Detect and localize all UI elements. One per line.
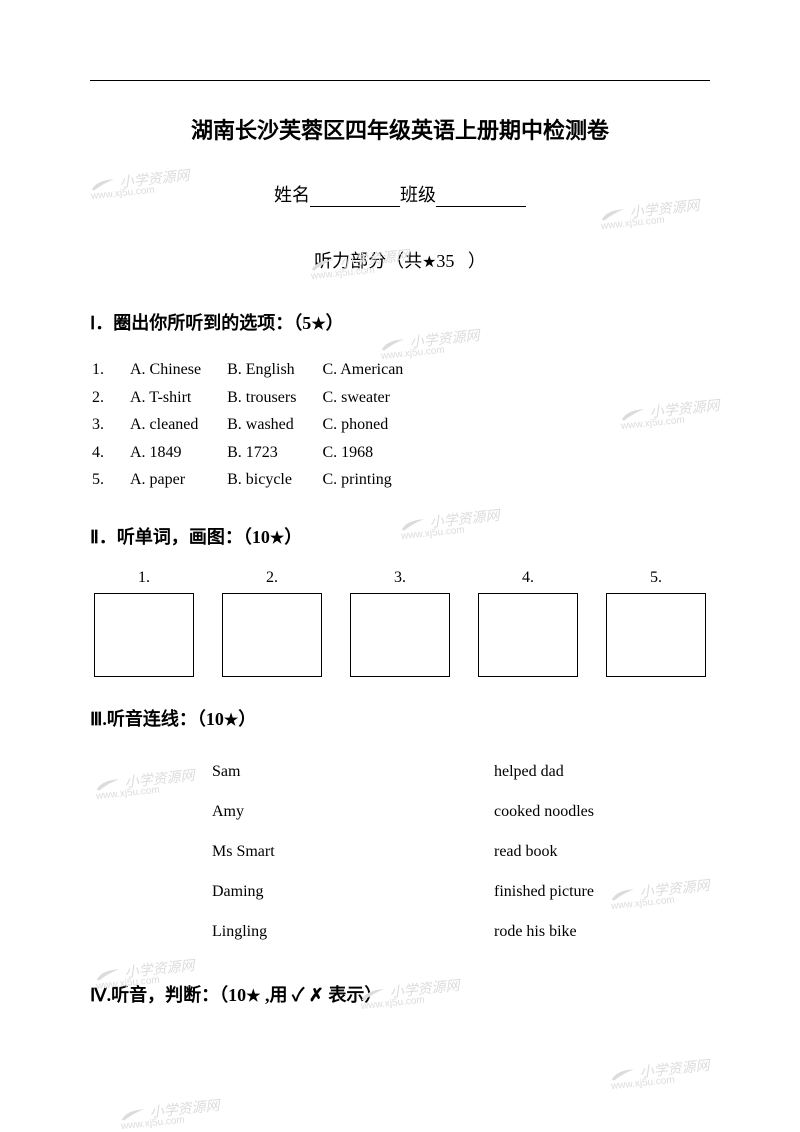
section4-heading: Ⅳ.听音，判断：（10★ ,用 ✓ ✗ 表示） [90,981,710,1007]
option-row: 5.A. paperB. bicycleC. printing [92,467,427,493]
option-row: 2.A. T-shirtB. trousersC. sweater [92,385,427,411]
match-row: Linglingrode his bike [212,913,594,951]
watermark-url: www.xj5u.com [611,1071,712,1092]
option-cell: A. cleaned [130,412,225,438]
option-cell: B. 1723 [227,440,320,466]
section1-heading: Ⅰ．圈出你所听到的选项：（5★） [90,309,710,335]
star-icon: ★ [246,986,260,1006]
option-cell: B. washed [227,412,320,438]
option-cell: A. 1849 [130,440,225,466]
draw-box-wrap: 1. [94,569,194,677]
listening-prefix: 听力部分（共 [314,251,422,271]
option-cell: B. bicycle [227,467,320,493]
listening-points: 35 [436,251,454,271]
draw-boxes-row: 1. 2. 3. 4. 5. [90,569,710,677]
section4-mid: ,用 [260,985,292,1005]
box-number: 1. [94,569,194,587]
option-row: 1.A. ChineseB. EnglishC. American [92,357,427,383]
watermark-url: www.xj5u.com [121,1111,222,1132]
draw-box[interactable] [478,593,578,677]
box-number: 4. [478,569,578,587]
section3-heading-text: Ⅲ.听音连线：（10 [90,709,224,729]
match-left: Sam [212,753,492,791]
draw-box[interactable] [606,593,706,677]
match-row: Amycooked noodles [212,793,594,831]
match-left: Ms Smart [212,833,492,871]
feather-icon [609,1066,636,1083]
match-left: Lingling [212,913,492,951]
option-row: 3.A. cleanedB. washedC. phoned [92,412,427,438]
feather-icon [119,1106,146,1123]
option-row: 4.A. 1849B. 1723C. 1968 [92,440,427,466]
draw-box[interactable] [94,593,194,677]
listening-header: 听力部分（共★35 ） [90,247,710,273]
section1-options-table: 1.A. ChineseB. EnglishC. American2.A. T-… [90,355,429,495]
section1-heading-text: Ⅰ．圈出你所听到的选项：（5 [90,313,311,333]
draw-box-wrap: 4. [478,569,578,677]
draw-box-wrap: 3. [350,569,450,677]
star-icon: ★ [311,314,325,334]
name-class-line: 姓名 班级 [90,181,710,207]
option-cell: A. Chinese [130,357,225,383]
option-cell: C. American [322,357,427,383]
option-cell: 3. [92,412,128,438]
match-row: Damingfinished picture [212,873,594,911]
option-cell: A. paper [130,467,225,493]
section4-prefix: Ⅳ.听音，判断：（10 [90,985,246,1005]
box-number: 5. [606,569,706,587]
draw-box-wrap: 2. [222,569,322,677]
star-icon: ★ [270,528,284,548]
name-blank[interactable] [310,189,400,207]
option-cell: 2. [92,385,128,411]
option-cell: 4. [92,440,128,466]
option-cell: B. English [227,357,320,383]
option-cell: 1. [92,357,128,383]
option-cell: C. printing [322,467,427,493]
draw-box[interactable] [350,593,450,677]
watermark-text: 小学资源网 [149,1097,220,1120]
class-label: 班级 [400,185,436,205]
option-cell: C. sweater [322,385,427,411]
match-left: Daming [212,873,492,911]
option-cell: C. 1968 [322,440,427,466]
section3-heading-suffix: ） [238,709,256,729]
section1-heading-suffix: ） [326,313,344,333]
section4-suffix: 表示） [324,985,383,1005]
box-number: 2. [222,569,322,587]
section2-heading-text: Ⅱ．听单词，画图：（10 [90,527,270,547]
draw-box-wrap: 5. [606,569,706,677]
cross-icon: ✗ [309,985,324,1005]
top-rule [90,80,710,81]
match-right: helped dad [494,753,594,791]
match-left: Amy [212,793,492,831]
box-number: 3. [350,569,450,587]
option-cell: 5. [92,467,128,493]
star-icon: ★ [422,252,436,272]
option-cell: A. T-shirt [130,385,225,411]
watermark: 小学资源网www.xj5u.com [119,1095,221,1132]
option-cell: B. trousers [227,385,320,411]
exam-page: 湖南长沙芙蓉区四年级英语上册期中检测卷 姓名班级 听力部分（共★35 ） Ⅰ．圈… [0,0,800,1067]
match-row: Ms Smartread book [212,833,594,871]
match-right: cooked noodles [494,793,594,831]
star-icon: ★ [224,710,238,730]
section3-heading: Ⅲ.听音连线：（10★） [90,705,710,731]
section2-heading-suffix: ） [284,527,302,547]
match-right: finished picture [494,873,594,911]
draw-box[interactable] [222,593,322,677]
option-cell: C. phoned [322,412,427,438]
match-row: Samhelped dad [212,753,594,791]
match-right: read book [494,833,594,871]
name-label: 姓名 [274,185,310,205]
listening-suffix: ） [468,251,486,271]
exam-title: 湖南长沙芙蓉区四年级英语上册期中检测卷 [90,113,710,145]
match-right: rode his bike [494,913,594,951]
section2-heading: Ⅱ．听单词，画图：（10★） [90,523,710,549]
check-icon: ✓ [292,985,304,1005]
class-blank[interactable] [436,189,526,207]
matching-table: Samhelped dadAmycooked noodlesMs Smartre… [210,751,596,953]
